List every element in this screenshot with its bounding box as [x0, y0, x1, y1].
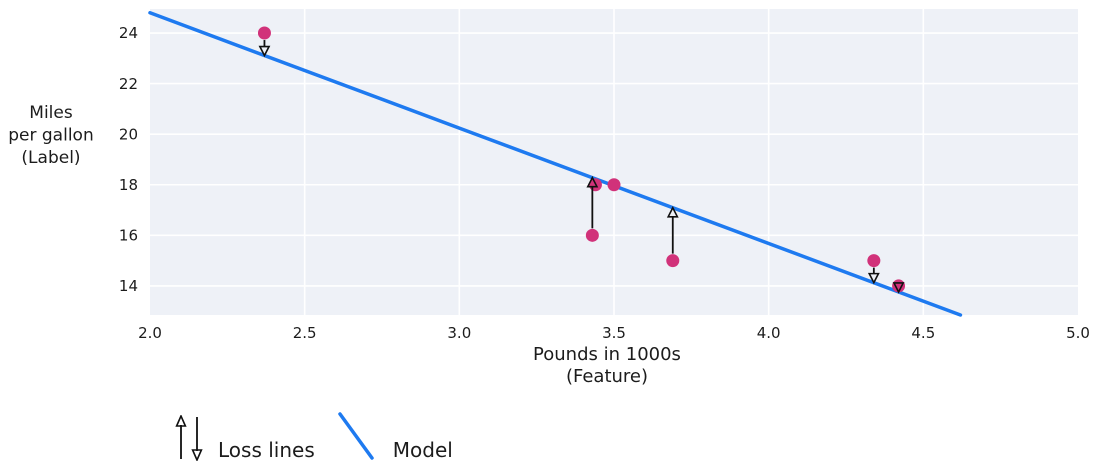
down-arrow-icon — [191, 449, 203, 461]
x-tick-label: 3.0 — [447, 324, 471, 342]
loss-arrow-head-down — [867, 272, 880, 285]
data-point — [585, 228, 599, 242]
data-point — [867, 254, 881, 268]
up-arrow-icon — [175, 415, 187, 427]
y-tick-label: 14 — [119, 277, 138, 295]
y-tick-label: 18 — [119, 176, 138, 194]
x-tick-label: 2.5 — [293, 324, 317, 342]
loss-arrow-head-down — [892, 282, 905, 294]
x-axis-label: Pounds in 1000s (Feature) — [533, 344, 681, 387]
data-point — [607, 178, 621, 192]
x-tick-label: 4.0 — [757, 324, 781, 342]
model-line-icon — [338, 412, 374, 460]
legend-label-model: Model — [392, 438, 453, 462]
scatter-plot: 14 16 18 20 22 24 2.0 2.5 3.0 3.5 4.0 4.5 5.0 Miles pe… — [8, 9, 1090, 387]
data-point — [257, 26, 271, 40]
x-tick-label: 4.5 — [911, 324, 935, 342]
legend: Loss lines Model — [170, 403, 453, 461]
x-tick-label: 2.0 — [138, 324, 162, 342]
x-tick-label: 5.0 — [1066, 324, 1090, 342]
y-tick-label: 24 — [119, 24, 138, 42]
y-tick-label: 20 — [119, 125, 138, 143]
loss-arrow-head-up — [586, 175, 599, 188]
legend-label-loss-lines: Loss lines — [218, 438, 315, 462]
y-tick-label: 16 — [119, 227, 138, 245]
model-line — [148, 11, 963, 317]
loss-arrow-head-up — [666, 206, 679, 218]
x-tick-label: 3.5 — [602, 324, 626, 342]
loss-lines-arrows-icon — [175, 415, 203, 461]
loss-arrow-head-down — [258, 45, 271, 58]
y-tick-label: 22 — [119, 75, 138, 93]
data-point — [666, 254, 680, 268]
y-axis-label: Miles per gallon (Label) — [8, 103, 93, 168]
